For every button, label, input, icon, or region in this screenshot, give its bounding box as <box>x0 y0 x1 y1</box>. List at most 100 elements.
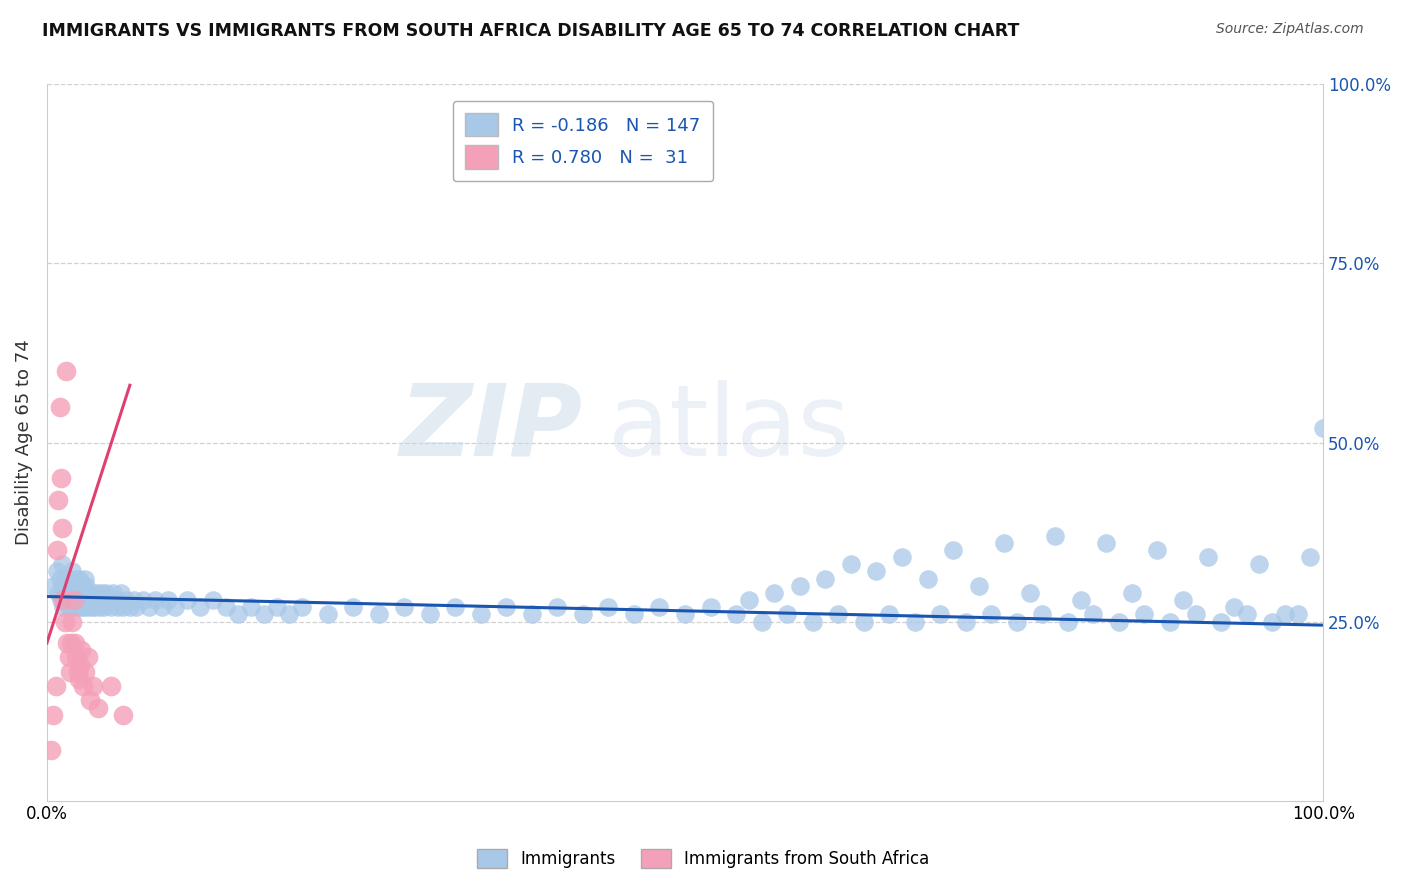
Point <box>929 607 952 622</box>
Legend: Immigrants, Immigrants from South Africa: Immigrants, Immigrants from South Africa <box>470 842 936 875</box>
Point <box>48 400 70 414</box>
Point <box>58 650 80 665</box>
Point <box>122 593 145 607</box>
Point <box>1236 607 1258 622</box>
Point <box>66 579 89 593</box>
Point <box>673 607 696 622</box>
Point <box>112 707 135 722</box>
Legend: R = -0.186   N = 147, R = 0.780   N =  31: R = -0.186 N = 147, R = 0.780 N = 31 <box>453 101 713 181</box>
Text: ZIP: ZIP <box>399 380 583 476</box>
Point <box>1095 536 1118 550</box>
Point <box>188 600 211 615</box>
Point <box>82 679 104 693</box>
Point <box>394 600 416 615</box>
Y-axis label: Disability Age 65 to 74: Disability Age 65 to 74 <box>15 340 32 545</box>
Point <box>1184 607 1206 622</box>
Point <box>58 600 80 615</box>
Point <box>46 543 69 558</box>
Point <box>79 693 101 707</box>
Point <box>70 586 93 600</box>
Point <box>70 600 93 615</box>
Point <box>76 600 98 615</box>
Point <box>776 607 799 622</box>
Point <box>84 600 107 615</box>
Point <box>103 586 125 600</box>
Point <box>48 586 70 600</box>
Point <box>904 615 927 629</box>
Text: IMMIGRANTS VS IMMIGRANTS FROM SOUTH AFRICA DISABILITY AGE 65 TO 74 CORRELATION C: IMMIGRANTS VS IMMIGRANTS FROM SOUTH AFRI… <box>42 22 1019 40</box>
Point <box>1146 543 1168 558</box>
Point <box>253 607 276 622</box>
Point <box>942 543 965 558</box>
Point <box>877 607 900 622</box>
Point <box>827 607 849 622</box>
Point <box>42 707 65 722</box>
Point <box>87 700 110 714</box>
Point <box>419 607 441 622</box>
Point <box>598 600 620 615</box>
Point <box>75 572 97 586</box>
Point <box>1209 615 1232 629</box>
Point <box>214 600 236 615</box>
Point <box>80 600 103 615</box>
Point <box>1171 593 1194 607</box>
Point <box>69 657 91 672</box>
Point <box>55 364 77 378</box>
Point <box>89 600 111 615</box>
Point <box>67 572 90 586</box>
Point <box>738 593 761 607</box>
Point <box>572 607 595 622</box>
Point <box>94 586 117 600</box>
Point <box>60 636 83 650</box>
Point <box>51 521 73 535</box>
Point <box>66 665 89 679</box>
Point <box>1197 550 1219 565</box>
Point <box>751 615 773 629</box>
Point <box>546 600 568 615</box>
Point <box>89 593 111 607</box>
Point <box>112 600 135 615</box>
Point <box>266 600 288 615</box>
Point <box>56 572 79 586</box>
Point <box>46 565 69 579</box>
Point <box>1083 607 1105 622</box>
Point <box>53 572 76 586</box>
Point <box>1223 600 1246 615</box>
Point <box>59 593 82 607</box>
Point <box>100 600 122 615</box>
Point <box>993 536 1015 550</box>
Point <box>814 572 837 586</box>
Point <box>1159 615 1181 629</box>
Point <box>97 593 120 607</box>
Point <box>145 593 167 607</box>
Point <box>138 600 160 615</box>
Point <box>125 600 148 615</box>
Point <box>1018 586 1040 600</box>
Point <box>291 600 314 615</box>
Point <box>342 600 364 615</box>
Point <box>1312 421 1334 435</box>
Point <box>75 579 97 593</box>
Point <box>110 586 132 600</box>
Point <box>1133 607 1156 622</box>
Point <box>77 586 100 600</box>
Point <box>79 593 101 607</box>
Point <box>1031 607 1053 622</box>
Point <box>623 607 645 622</box>
Point <box>42 579 65 593</box>
Point <box>62 579 84 593</box>
Point <box>1249 558 1271 572</box>
Point <box>1043 528 1066 542</box>
Point <box>104 593 127 607</box>
Point <box>1274 607 1296 622</box>
Point <box>1070 593 1092 607</box>
Point <box>83 593 105 607</box>
Point <box>62 593 84 607</box>
Point <box>115 593 138 607</box>
Point <box>150 600 173 615</box>
Point <box>49 593 72 607</box>
Point <box>65 572 87 586</box>
Point <box>839 558 862 572</box>
Point <box>55 579 77 593</box>
Point <box>49 471 72 485</box>
